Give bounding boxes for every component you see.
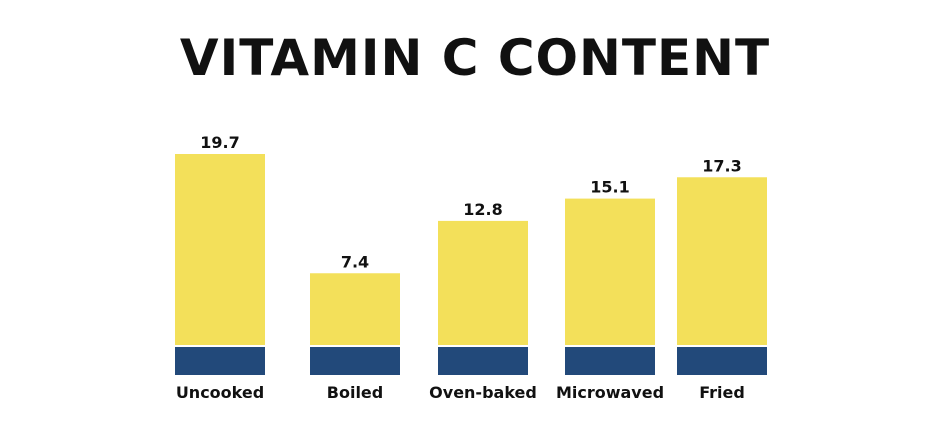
bar-base-microwaved [565, 347, 655, 375]
category-label-microwaved: Microwaved [556, 383, 664, 402]
chart-title: VITAMIN C CONTENT [179, 29, 771, 87]
labels-layer: 19.7 Uncooked 7.4 Boiled 12.8 Oven-baked 15.1 M… [176, 133, 745, 402]
value-label-microwaved: 15.1 [590, 178, 629, 197]
bar-boiled [310, 273, 400, 345]
bar-base-uncooked [175, 347, 265, 375]
category-label-uncooked: Uncooked [176, 383, 264, 402]
bar-base-boiled [310, 347, 400, 375]
value-label-uncooked: 19.7 [200, 133, 239, 152]
bars-layer [175, 154, 767, 375]
bar-microwaved [565, 198, 655, 345]
bar-base-fried [677, 347, 767, 375]
value-label-boiled: 7.4 [341, 252, 369, 271]
bar-fried [677, 177, 767, 345]
category-label-oven-baked: Oven-baked [429, 383, 537, 402]
value-label-oven-baked: 12.8 [463, 200, 502, 219]
bar-oven-baked [438, 220, 528, 345]
bar-base-oven-baked [438, 347, 528, 375]
value-label-fried: 17.3 [702, 156, 741, 175]
bar-uncooked [175, 154, 265, 345]
category-label-fried: Fried [699, 383, 745, 402]
category-label-boiled: Boiled [327, 383, 383, 402]
